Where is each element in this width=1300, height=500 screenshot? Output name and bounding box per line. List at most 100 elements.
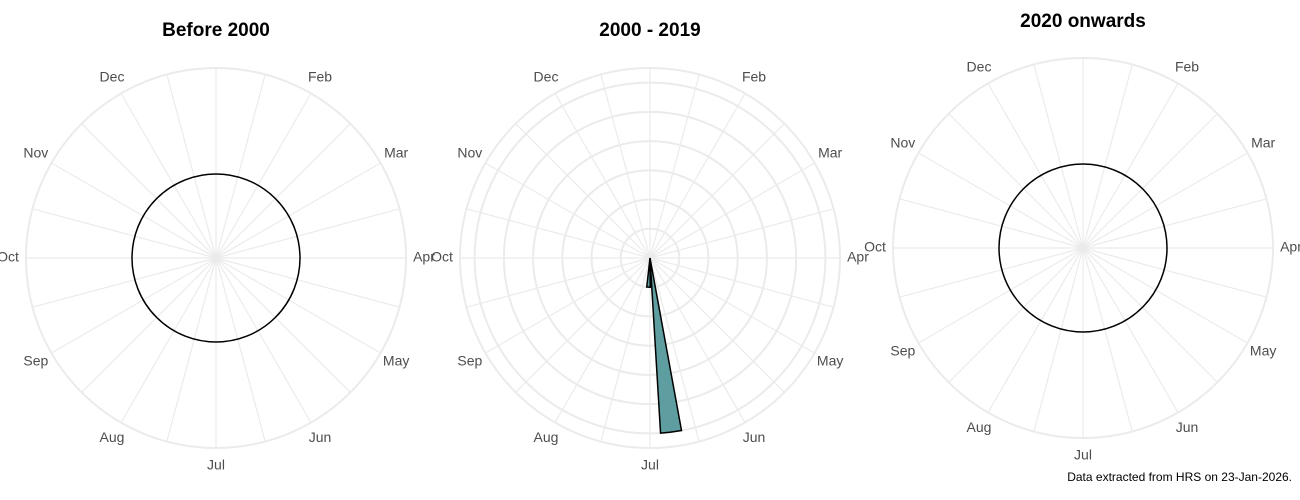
panel-title: Before 2000 <box>162 20 270 41</box>
month-label: Apr <box>847 249 869 265</box>
month-label: Feb <box>308 69 332 85</box>
spoke <box>51 257 217 354</box>
panel: Before 2000 Feb Mar Apr May Jun Jul Aug Sep Oct No… <box>0 20 435 473</box>
bar <box>649 257 683 434</box>
spoke <box>649 257 815 354</box>
spoke <box>899 247 1084 298</box>
panel-title: 2020 onwards <box>1020 11 1146 32</box>
grid-ring <box>473 81 827 435</box>
month-label: Jul <box>641 457 659 473</box>
month-label: Apr <box>413 249 435 265</box>
month-label: Jul <box>1074 447 1092 463</box>
spoke <box>649 123 785 259</box>
month-label: Mar <box>818 145 842 161</box>
spoke <box>515 257 651 393</box>
spoke <box>1082 247 1133 432</box>
month-label: Feb <box>742 69 766 85</box>
spoke <box>554 93 651 259</box>
month-label: Jun <box>309 429 332 445</box>
spoke <box>215 162 381 259</box>
bar <box>645 257 651 288</box>
spoke <box>600 74 651 259</box>
spoke <box>1082 83 1179 249</box>
spoke <box>1082 247 1267 298</box>
spoke <box>649 257 700 442</box>
month-label: Mar <box>384 145 408 161</box>
spoke <box>215 257 381 354</box>
empty-ring <box>131 173 301 343</box>
spoke <box>1082 64 1133 249</box>
spoke <box>51 162 217 259</box>
spoke <box>649 74 700 259</box>
month-label: Nov <box>457 145 482 161</box>
month-label: Feb <box>1175 59 1199 75</box>
month-label: May <box>383 353 409 369</box>
month-label: Aug <box>100 429 125 445</box>
spoke <box>554 257 651 423</box>
month-label: May <box>1250 343 1276 359</box>
month-label: Mar <box>1251 135 1275 151</box>
month-label: Aug <box>967 419 992 435</box>
month-label: Dec <box>100 69 125 85</box>
spoke <box>649 208 834 259</box>
month-label: Nov <box>890 135 915 151</box>
spoke <box>166 257 217 442</box>
spoke <box>515 123 651 259</box>
month-label: Oct <box>864 239 886 255</box>
month-label: Sep <box>23 353 48 369</box>
month-label: Oct <box>431 249 453 265</box>
spoke <box>1082 247 1179 413</box>
spoke <box>1082 247 1248 344</box>
spoke <box>81 123 217 259</box>
outer-ring <box>25 67 407 449</box>
grid-ring <box>502 110 798 406</box>
spoke <box>918 247 1084 344</box>
spoke <box>81 257 217 393</box>
spoke <box>948 247 1084 383</box>
spoke <box>899 198 1084 249</box>
spoke <box>215 74 266 259</box>
spoke <box>649 257 785 393</box>
spoke <box>120 257 217 423</box>
spoke <box>215 123 351 259</box>
spoke <box>918 152 1084 249</box>
spoke <box>1082 113 1218 249</box>
spoke <box>120 93 217 259</box>
spoke <box>649 257 834 308</box>
grid-ring <box>561 169 739 347</box>
month-label: Oct <box>0 249 19 265</box>
panel-title: 2000 - 2019 <box>599 20 700 41</box>
panel: 2020 onwards Feb Mar Apr May Jun Jul Aug Sep Oct N… <box>864 11 1300 463</box>
spoke <box>948 113 1084 249</box>
month-label: Jul <box>207 457 225 473</box>
footnote: Data extracted from HRS on 23-Jan-2026. <box>1067 470 1292 484</box>
month-label: Dec <box>534 69 559 85</box>
month-label: Aug <box>534 429 559 445</box>
grid-ring <box>590 198 710 318</box>
spoke <box>215 257 266 442</box>
spoke <box>649 93 746 259</box>
spoke <box>215 257 351 393</box>
spoke <box>1082 247 1218 383</box>
spoke <box>1082 198 1267 249</box>
grid-ring <box>532 140 768 376</box>
month-label: Apr <box>1280 239 1300 255</box>
spoke <box>466 208 651 259</box>
spoke <box>466 257 651 308</box>
spoke <box>32 257 217 308</box>
spoke <box>987 247 1084 413</box>
outer-ring <box>459 67 841 449</box>
month-label: May <box>817 353 843 369</box>
spoke <box>600 257 651 442</box>
spoke <box>987 83 1084 249</box>
spoke <box>1082 152 1248 249</box>
spoke <box>1033 64 1084 249</box>
spoke <box>215 257 312 423</box>
spoke <box>215 208 400 259</box>
spoke <box>1033 247 1084 432</box>
month-label: Sep <box>457 353 482 369</box>
spoke <box>485 257 651 354</box>
month-label: Nov <box>23 145 48 161</box>
month-label: Dec <box>967 59 992 75</box>
